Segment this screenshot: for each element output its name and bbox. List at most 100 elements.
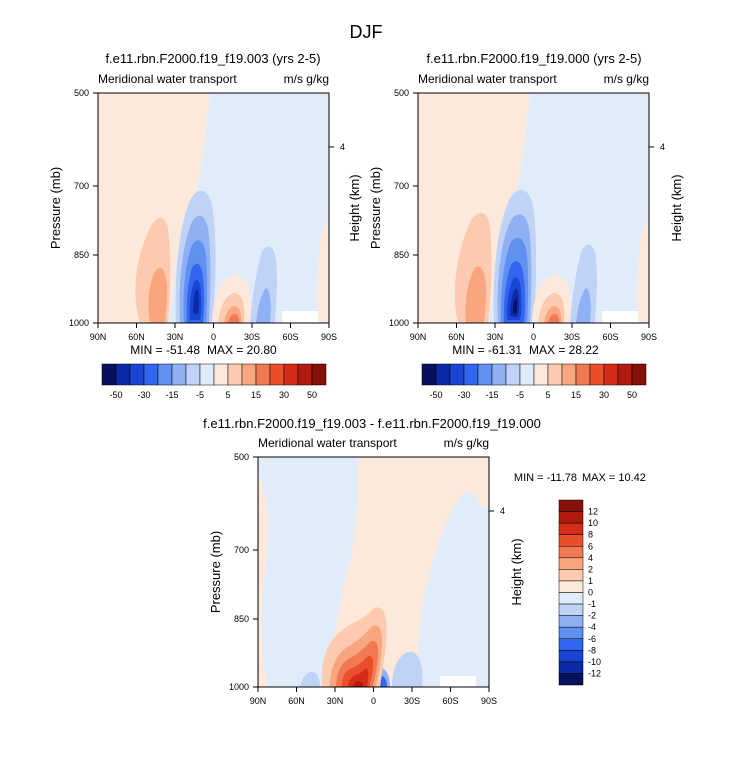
max-label: MAX = 20.80	[207, 343, 277, 357]
left-string: Meridional water transport	[98, 72, 237, 86]
missing-data	[282, 311, 318, 323]
band-south-neg-b	[256, 288, 271, 323]
colorbar-swatch	[603, 363, 619, 386]
x-tick-label: 30S	[564, 332, 580, 342]
colorbar-swatch	[115, 363, 131, 386]
right-y-axis-label: Height (km)	[347, 174, 362, 241]
colorbar-swatch	[297, 363, 313, 386]
panel-title: f.e11.rbn.F2000.f19_f19.003 (yrs 2-5)	[105, 51, 320, 66]
right-y-tick-label: 4	[500, 506, 505, 516]
colorbar-swatch	[558, 603, 584, 616]
x-ticks: 90N 60N 30N 0 30S 60S 90S	[250, 687, 497, 706]
x-tick-label: 60N	[128, 332, 145, 342]
colorbar-swatch	[283, 363, 299, 386]
left-string: Meridional water transport	[418, 72, 557, 86]
band-south-neg-b	[576, 288, 591, 323]
colorbar-label: 6	[588, 541, 593, 551]
y-axis-label: Pressure (mb)	[368, 167, 383, 249]
y-ticks: 500 700 850 1000 4	[229, 452, 505, 692]
colorbar-label: -50	[109, 390, 122, 400]
positive-field-north	[98, 93, 210, 323]
y-axis-label: Pressure (mb)	[48, 167, 63, 249]
x-tick-label: 0	[211, 332, 216, 342]
y-tick-label: 850	[74, 250, 89, 260]
colorbar-label: 8	[588, 530, 593, 540]
x-tick-label: 0	[531, 332, 536, 342]
y-tick-label: 1000	[229, 682, 249, 692]
x-ticks: 90N 60N 30N 0 30S 60S 90S	[410, 323, 657, 342]
x-tick-label: 30N	[487, 332, 504, 342]
colorbar-swatch	[477, 363, 493, 386]
right-y-axis-label: Height (km)	[509, 538, 524, 605]
colorbar-swatch	[101, 363, 117, 386]
figure-title: DJF	[350, 22, 383, 42]
colorbar-swatch	[463, 363, 479, 386]
x-tick-label: 90N	[410, 332, 427, 342]
colorbar-swatch	[558, 522, 584, 535]
x-tick-label: 30S	[244, 332, 260, 342]
y-tick-label: 500	[394, 88, 409, 98]
y-tick-label: 500	[74, 88, 89, 98]
panel-run-000: f.e11.rbn.F2000.f19_f19.000 (yrs 2-5) Me…	[368, 51, 684, 400]
pos-band-8	[348, 668, 369, 687]
colorbar-label: -50	[429, 390, 442, 400]
colorbar-swatch	[558, 546, 584, 559]
panel-title: f.e11.rbn.F2000.f19_f19.000 (yrs 2-5)	[426, 51, 641, 66]
x-tick-label: 30S	[404, 696, 420, 706]
colorbar-label: -1	[588, 599, 596, 609]
x-tick-label: 90S	[641, 332, 657, 342]
y-tick-label: 850	[234, 614, 249, 624]
colorbar-swatch	[558, 638, 584, 651]
colorbar-swatch	[143, 363, 159, 386]
colorbar-swatch	[547, 363, 563, 386]
colorbar-label: 30	[279, 390, 289, 400]
colorbar-swatch	[421, 363, 437, 386]
x-tick-label: 0	[371, 696, 376, 706]
missing-data	[440, 676, 476, 687]
x-ticks: 90N 60N 30N 0 30S 60S 90S	[90, 323, 337, 342]
x-tick-label: 30N	[167, 332, 184, 342]
right-y-tick-label: 4	[660, 142, 665, 152]
y-tick-label: 500	[234, 452, 249, 462]
colorbar-swatch	[255, 363, 271, 386]
right-string: m/s g/kg	[604, 72, 649, 86]
y-tick-label: 700	[74, 181, 89, 191]
neg-patch-nh	[300, 672, 320, 687]
max-label: MAX = 28.22	[529, 343, 599, 357]
colorbar-swatch	[241, 363, 257, 386]
band-eq-core	[513, 298, 517, 314]
x-tick-label: 60S	[282, 332, 298, 342]
colorbar-swatch	[269, 363, 285, 386]
min-label: MIN = -11.78	[514, 472, 577, 484]
colorbar-label: 15	[571, 390, 581, 400]
x-tick-label: 90S	[481, 696, 497, 706]
colorbar-swatch	[533, 363, 549, 386]
y-ticks: 500 700 850 1000 4	[69, 88, 345, 328]
band-south-50	[548, 313, 559, 323]
y-tick-label: 850	[394, 250, 409, 260]
colorbar-label: -6	[588, 634, 596, 644]
colorbar-swatch	[558, 615, 584, 628]
colorbar-swatch	[558, 569, 584, 582]
colorbar-label: -8	[588, 645, 596, 655]
panel-title: f.e11.rbn.F2000.f19_f19.003 - f.e11.rbn.…	[203, 416, 541, 431]
colorbar: -50 -30 -15 -5 5 15 30 50	[101, 363, 327, 400]
pos-strip-north	[258, 470, 269, 687]
panel-run-003: f.e11.rbn.F2000.f19_f19.003 (yrs 2-5) Me…	[48, 51, 362, 400]
colorbar-swatch	[631, 363, 647, 386]
colorbar-label: 1	[588, 576, 593, 586]
contour-field	[97, 92, 330, 324]
colorbar-label: -5	[516, 390, 524, 400]
x-tick-label: 60N	[288, 696, 305, 706]
colorbar-swatch	[491, 363, 507, 386]
colorbar-swatch	[157, 363, 173, 386]
pos-band-10	[353, 681, 363, 687]
colorbar-swatch	[227, 363, 243, 386]
right-string: m/s g/kg	[284, 72, 329, 86]
colorbar-label: 50	[627, 390, 637, 400]
colorbar-label: -15	[165, 390, 178, 400]
colorbar-label: 12	[588, 507, 598, 517]
colorbar-swatch	[617, 363, 633, 386]
